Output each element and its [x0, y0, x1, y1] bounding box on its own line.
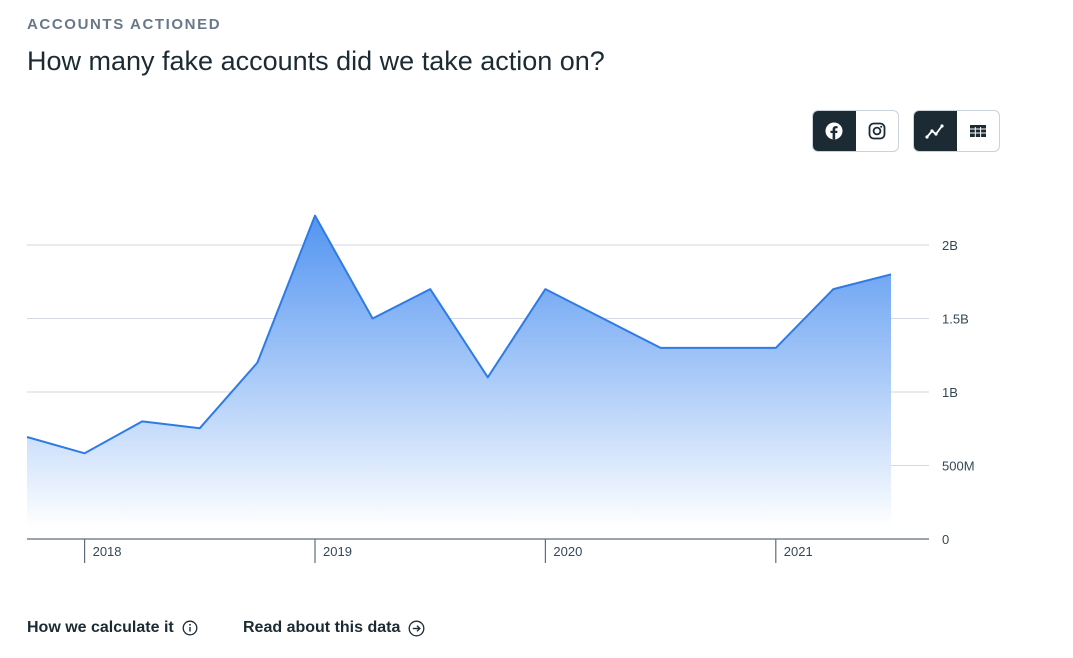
- view-toggle: [913, 110, 1000, 152]
- table-icon: [970, 125, 986, 137]
- read-about-data-link[interactable]: Read about this data: [243, 619, 425, 637]
- x-tick-label: 2021: [784, 544, 813, 559]
- data-point: [370, 316, 376, 322]
- x-tick-label: 2018: [93, 544, 122, 559]
- y-tick-label: 0: [942, 532, 949, 547]
- data-point: [427, 286, 433, 292]
- page-title: How many fake accounts did we take actio…: [27, 46, 605, 76]
- series-line: [26, 214, 892, 455]
- facebook-toggle-button[interactable]: [813, 111, 855, 151]
- platform-toggle: [812, 110, 899, 152]
- read-about-data-label: Read about this data: [243, 619, 401, 636]
- data-point: [254, 360, 260, 366]
- facebook-icon: [825, 122, 843, 140]
- data-point: [24, 434, 30, 440]
- data-point: [715, 345, 721, 351]
- data-point: [197, 425, 203, 431]
- how-we-calculate-label: How we calculate it: [27, 619, 174, 636]
- y-tick-label: 500M: [942, 459, 975, 474]
- instagram-toggle-button[interactable]: [855, 111, 898, 151]
- x-tick-label: 2020: [553, 544, 582, 559]
- chart-eyebrow: ACCOUNTS ACTIONED: [27, 16, 222, 33]
- data-point: [542, 286, 548, 292]
- x-tick-label: 2019: [323, 544, 352, 559]
- data-point: [139, 418, 145, 424]
- data-point: [82, 450, 88, 456]
- data-point: [830, 286, 836, 292]
- area-chart: 2B 1.5B 1B 500M 0 2018 2019 2020 2021: [24, 213, 975, 563]
- data-point: [485, 374, 491, 380]
- info-icon: [182, 620, 198, 636]
- y-tick-label: 2B: [942, 238, 958, 253]
- data-point: [773, 345, 779, 351]
- data-point: [600, 316, 606, 322]
- data-point: [312, 213, 318, 219]
- how-we-calculate-link[interactable]: How we calculate it: [27, 619, 198, 637]
- data-point: [658, 345, 664, 351]
- y-tick-label: 1B: [942, 385, 958, 400]
- table-view-button[interactable]: [956, 111, 999, 151]
- y-axis: 2B 1.5B 1B 500M 0: [942, 238, 975, 547]
- x-axis: 2018 2019 2020 2021: [83, 539, 813, 563]
- chart-view-button[interactable]: [914, 111, 956, 151]
- line-chart-icon: [925, 124, 944, 139]
- instagram-icon: [868, 122, 886, 140]
- data-point: [888, 271, 894, 277]
- y-tick-label: 1.5B: [942, 312, 969, 327]
- series-area: [27, 215, 891, 527]
- arrow-circle-icon: [408, 620, 425, 636]
